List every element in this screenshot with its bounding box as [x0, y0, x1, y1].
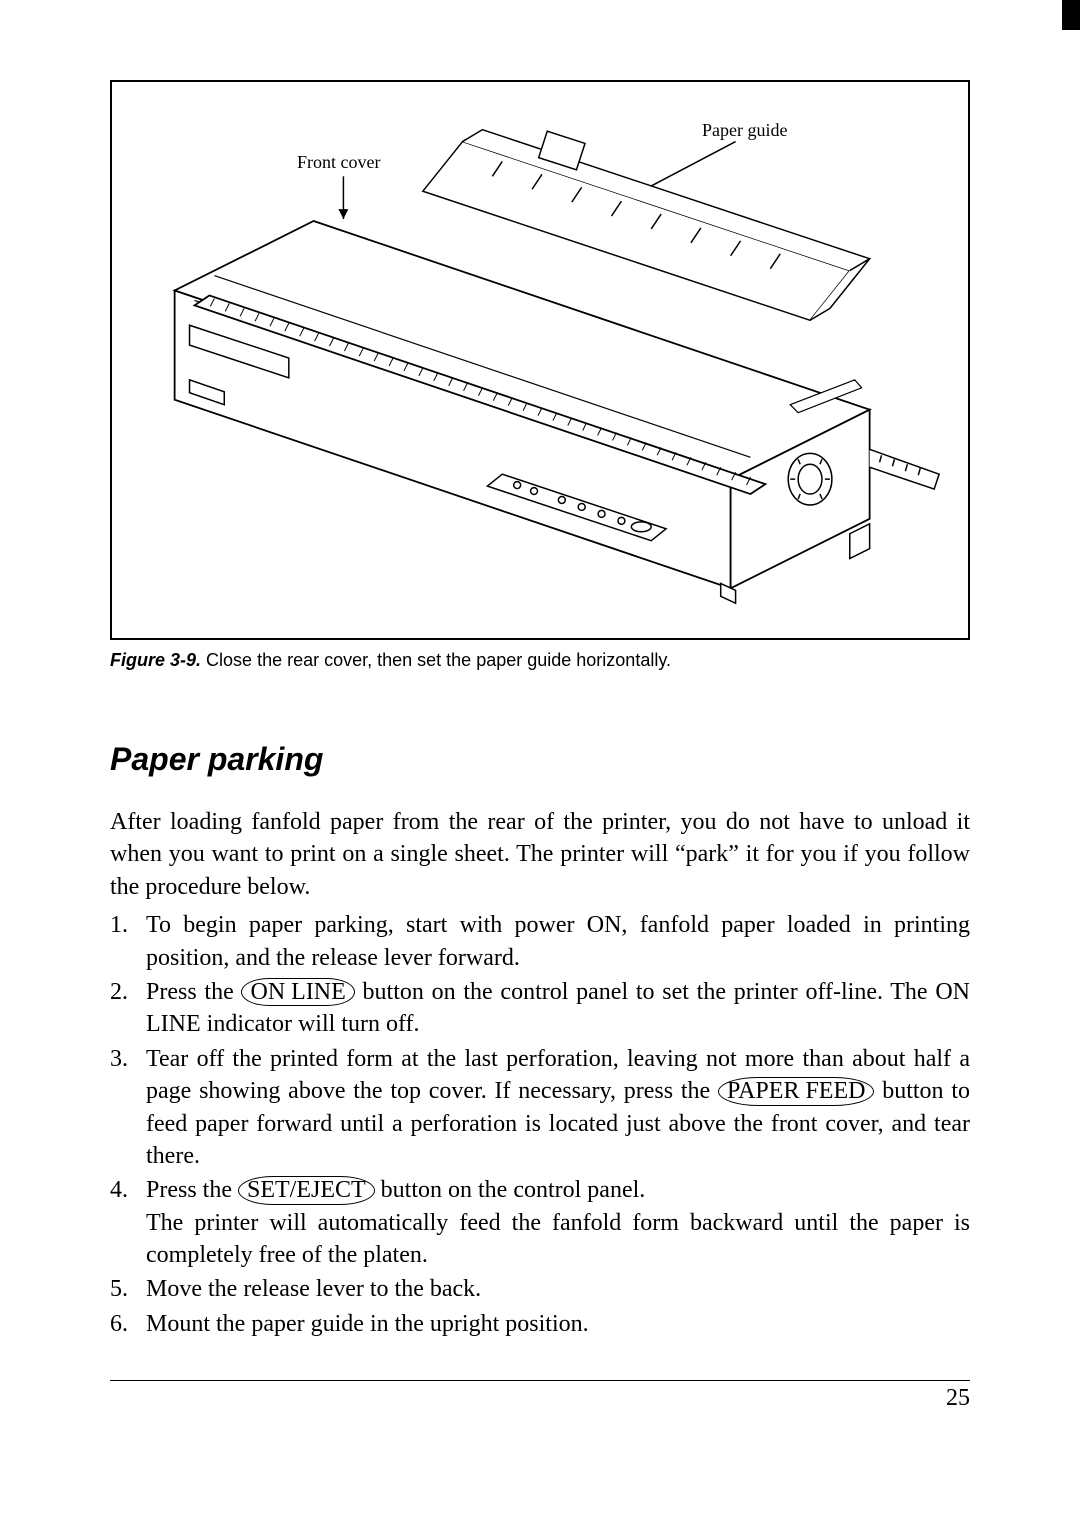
figure-caption-id: Figure 3-9.: [110, 650, 201, 670]
steps-list: To begin paper parking, start with power…: [110, 909, 970, 1340]
step-4c: The printer will automatically feed the …: [146, 1207, 970, 1272]
step-4a: Press the: [146, 1177, 238, 1203]
page-number: 25: [110, 1385, 970, 1412]
page-content: Front cover Paper guide: [0, 0, 1080, 1533]
step-5: Move the release lever to the back.: [110, 1273, 970, 1305]
step-2: Press the ON LINE button on the control …: [110, 976, 970, 1041]
online-button-label: ON LINE: [241, 978, 354, 1006]
seteject-button-label: SET/EJECT: [238, 1176, 375, 1204]
figure-caption-text: Close the rear cover, then set the paper…: [206, 650, 671, 670]
step-1: To begin paper parking, start with power…: [110, 909, 970, 974]
step-3: Tear off the printed form at the last pe…: [110, 1043, 970, 1173]
paperfeed-button-label: PAPER FEED: [718, 1077, 875, 1105]
section-heading: Paper parking: [110, 741, 970, 778]
step-5-text: Move the release lever to the back.: [146, 1276, 481, 1302]
figure-caption: Figure 3-9. Close the rear cover, then s…: [110, 650, 970, 671]
footer-rule: [110, 1380, 970, 1381]
step-1-text: To begin paper parking, start with power…: [146, 912, 970, 970]
step-2a: Press the: [146, 979, 241, 1005]
step-4b: button on the control panel.: [375, 1177, 646, 1203]
printer-diagram: [112, 82, 968, 638]
intro-paragraph: After loading fanfold paper from the rea…: [110, 806, 970, 903]
step-4: Press the SET/EJECT button on the contro…: [110, 1174, 970, 1271]
step-6: Mount the paper guide in the upright pos…: [110, 1308, 970, 1340]
figure-box: Front cover Paper guide: [110, 80, 970, 640]
step-6-text: Mount the paper guide in the upright pos…: [146, 1311, 589, 1337]
